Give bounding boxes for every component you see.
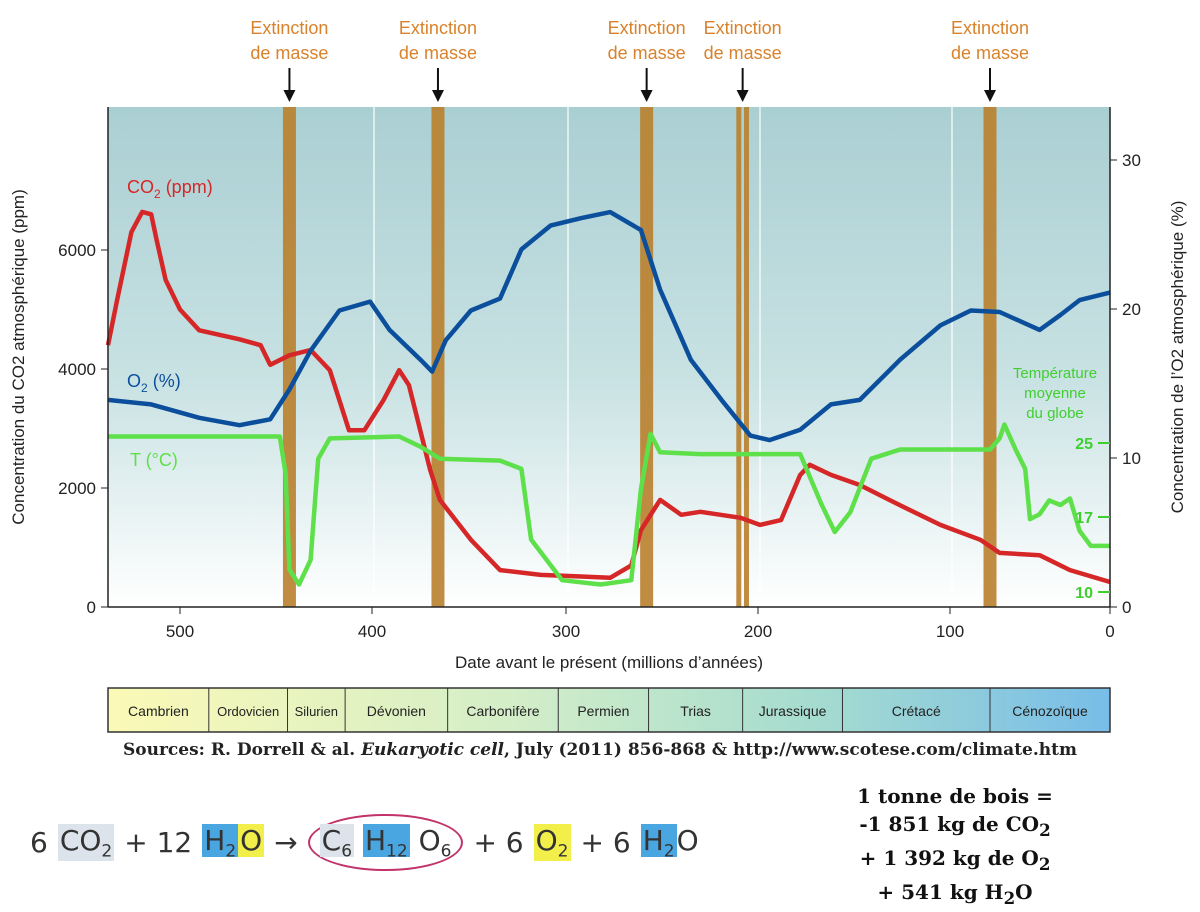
sources-text: Sources: R. Dorrell & al. Eukaryotic cel… <box>123 740 1077 760</box>
extinction-label: de masse <box>250 43 328 63</box>
arrow-head-icon <box>431 90 444 102</box>
series-line-o2 <box>107 209 1111 443</box>
y-right-tick-label: 30 <box>1122 151 1141 170</box>
series-label: T (°C) <box>130 450 178 470</box>
extinction-label: de masse <box>704 43 782 63</box>
temp-axis-label: Température <box>1013 365 1097 382</box>
y-left-tick-label: 2000 <box>58 479 96 498</box>
period-label: Crétacé <box>892 703 941 719</box>
extinction-band <box>983 107 997 607</box>
period-label: Carbonifère <box>466 703 539 719</box>
period-label: Dévonien <box>367 703 426 719</box>
x-tick-label: 400 <box>358 622 386 641</box>
series-line-temp <box>108 422 1110 587</box>
y-left-axis-label: Concentration du CO2 atmosphérique (ppm) <box>9 189 28 524</box>
y-right-tick-label: 20 <box>1122 300 1141 319</box>
x-tick-label: 100 <box>936 622 964 641</box>
extinction-label: de masse <box>608 43 686 63</box>
temp-tick-label: 25 <box>1075 436 1093 453</box>
extinction-label: Extinction <box>250 18 328 38</box>
y-left-tick-label: 6000 <box>58 241 96 260</box>
y-right-axis-label: Concentration de l’O2 atmosphérique (%) <box>1168 201 1187 514</box>
y-left-tick-label: 4000 <box>58 360 96 379</box>
series-label: O2 (%) <box>127 371 181 395</box>
x-tick-label: 300 <box>552 622 580 641</box>
y-left-tick-label: 0 <box>87 598 96 617</box>
period-label: Cénozoïque <box>1012 703 1088 719</box>
y-right-tick-label: 10 <box>1122 449 1141 468</box>
temp-axis-label: du globe <box>1026 405 1084 422</box>
extinction-label: de masse <box>399 43 477 63</box>
temp-tick-label: 10 <box>1075 585 1093 602</box>
extinction-label: de masse <box>951 43 1029 63</box>
temp-axis-label: moyenne <box>1024 385 1086 402</box>
wood-balance-text: 1 tonne de bois = -1 851 kg de CO2 + 1 3… <box>857 784 1053 908</box>
period-label: Silurien <box>295 704 338 719</box>
x-tick-label: 200 <box>744 622 772 641</box>
extinction-label: Extinction <box>608 18 686 38</box>
extinction-label: Extinction <box>704 18 782 38</box>
x-tick-label: 500 <box>166 622 194 641</box>
series-line-co2 <box>105 209 1111 585</box>
extinction-band <box>743 107 749 607</box>
arrow-head-icon <box>640 90 653 102</box>
period-label: Jurassique <box>759 703 827 719</box>
extinction-band <box>736 107 742 607</box>
arrow-head-icon <box>736 90 749 102</box>
extinction-label: Extinction <box>399 18 477 38</box>
extinction-label: Extinction <box>951 18 1029 38</box>
period-label: Trias <box>680 703 711 719</box>
period-label: Permien <box>577 703 629 719</box>
y-right-tick-label: 0 <box>1122 598 1131 617</box>
glucose-circle: C6 H12 O6 <box>307 813 464 872</box>
x-axis-label: Date avant le présent (millions d’années… <box>455 653 763 672</box>
temp-tick-label: 17 <box>1075 510 1093 527</box>
period-bar <box>107 687 1111 733</box>
series-label: CO2 (ppm) <box>127 177 213 201</box>
period-label: Ordovicien <box>217 704 279 719</box>
arrow-head-icon <box>984 90 996 102</box>
x-tick-label: 0 <box>1105 622 1114 641</box>
period-label: Cambrien <box>128 703 189 719</box>
arrow-head-icon <box>283 90 296 102</box>
photosynthesis-equation: 6 CO2 + 12 H2 O → C6 H12 O6 + 6 O2 + 6 H2… <box>30 800 810 885</box>
